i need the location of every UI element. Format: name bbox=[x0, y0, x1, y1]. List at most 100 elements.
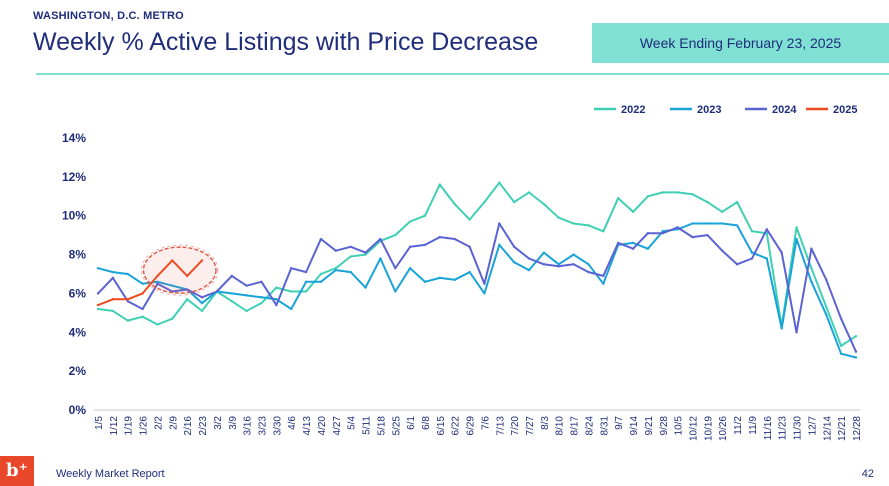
legend-label: 2023 bbox=[697, 104, 721, 116]
data-point bbox=[572, 222, 575, 225]
highlight-layer bbox=[141, 244, 219, 296]
data-point bbox=[96, 292, 100, 295]
data-point bbox=[512, 245, 516, 248]
data-point bbox=[661, 232, 664, 235]
data-point bbox=[483, 200, 486, 204]
data-point bbox=[111, 276, 115, 280]
data-point bbox=[706, 222, 709, 225]
data-point bbox=[334, 268, 338, 272]
data-point bbox=[319, 237, 323, 241]
data-point bbox=[735, 200, 739, 204]
x-tick-label: 3/16 bbox=[243, 416, 254, 436]
x-tick-label: 9/7 bbox=[614, 416, 625, 430]
data-point bbox=[750, 230, 754, 233]
x-tick-label: 8/3 bbox=[540, 416, 551, 430]
x-tick-label: 2/2 bbox=[153, 416, 164, 430]
data-point bbox=[408, 266, 412, 270]
data-point bbox=[245, 294, 248, 297]
legend-item-2024: 2024 bbox=[745, 104, 797, 116]
data-point bbox=[542, 263, 546, 266]
page-title: Weekly % Active Listings with Price Decr… bbox=[33, 28, 539, 56]
data-point bbox=[572, 253, 575, 256]
footer-label: Weekly Market Report bbox=[56, 468, 165, 480]
data-point bbox=[721, 249, 724, 252]
x-tick-label: 9/14 bbox=[629, 416, 640, 436]
x-tick-label: 8/31 bbox=[599, 416, 610, 436]
data-point bbox=[795, 226, 798, 229]
data-point bbox=[587, 263, 590, 266]
data-point bbox=[260, 301, 263, 305]
data-point bbox=[379, 257, 382, 260]
data-point bbox=[230, 274, 233, 278]
data-point bbox=[616, 197, 620, 200]
y-tick-label: 8% bbox=[69, 248, 87, 262]
data-point bbox=[126, 298, 129, 301]
y-tick-label: 0% bbox=[69, 403, 87, 417]
data-point bbox=[542, 202, 546, 206]
data-point bbox=[527, 268, 531, 272]
data-point bbox=[795, 331, 798, 334]
series-2024 bbox=[96, 222, 858, 353]
data-point bbox=[795, 237, 798, 241]
data-point bbox=[156, 323, 159, 326]
data-point bbox=[200, 296, 204, 299]
data-point bbox=[602, 230, 605, 233]
data-point bbox=[275, 298, 278, 301]
data-point bbox=[260, 296, 263, 299]
data-point bbox=[453, 278, 456, 282]
x-tick-label: 10/12 bbox=[689, 416, 700, 441]
x-tick-label: 6/15 bbox=[436, 416, 447, 436]
data-point bbox=[721, 210, 724, 214]
data-point bbox=[230, 292, 233, 295]
data-point bbox=[423, 280, 427, 283]
data-point bbox=[750, 251, 754, 254]
data-point bbox=[408, 220, 412, 223]
x-tick-label: 4/13 bbox=[302, 416, 313, 436]
data-point bbox=[349, 245, 352, 248]
data-point bbox=[126, 300, 129, 303]
series-line-2023 bbox=[97, 222, 857, 359]
highlight-ellipse bbox=[142, 246, 217, 294]
data-point bbox=[527, 257, 531, 260]
data-point bbox=[825, 305, 828, 309]
y-tick-label: 14% bbox=[62, 131, 86, 145]
data-point bbox=[304, 290, 308, 293]
data-point bbox=[319, 280, 323, 283]
data-point bbox=[245, 284, 248, 287]
x-tick-label: 1/26 bbox=[139, 416, 150, 436]
x-tick-label: 5/4 bbox=[347, 416, 358, 430]
brand-logo: b⁺ bbox=[0, 456, 34, 486]
data-point bbox=[96, 303, 100, 307]
data-point bbox=[111, 270, 115, 274]
data-point bbox=[156, 282, 159, 285]
data-point bbox=[542, 251, 546, 254]
y-tick-label: 4% bbox=[69, 325, 87, 339]
data-point bbox=[245, 309, 248, 313]
data-point bbox=[304, 270, 308, 274]
data-point bbox=[215, 290, 219, 293]
legend-item-2025: 2025 bbox=[806, 104, 857, 116]
x-tick-label: 12/21 bbox=[837, 416, 848, 441]
data-point bbox=[156, 274, 159, 278]
x-tick-label: 3/9 bbox=[228, 416, 239, 430]
data-point bbox=[646, 232, 650, 235]
data-point bbox=[290, 266, 293, 270]
data-point bbox=[676, 191, 679, 194]
data-point bbox=[423, 243, 427, 247]
data-point bbox=[111, 309, 115, 313]
data-point bbox=[185, 298, 189, 301]
data-point bbox=[631, 241, 635, 245]
data-point bbox=[200, 309, 204, 313]
data-point bbox=[498, 243, 501, 247]
data-point bbox=[661, 230, 664, 233]
data-point bbox=[438, 183, 442, 186]
data-point bbox=[616, 241, 620, 245]
data-point bbox=[631, 247, 635, 250]
data-point bbox=[141, 307, 144, 311]
x-tick-label: 4/27 bbox=[332, 416, 343, 436]
data-point bbox=[587, 270, 590, 274]
data-point bbox=[364, 251, 367, 254]
x-tick-label: 11/9 bbox=[748, 416, 759, 435]
x-tick-label: 8/17 bbox=[570, 416, 581, 436]
data-point bbox=[275, 286, 278, 289]
